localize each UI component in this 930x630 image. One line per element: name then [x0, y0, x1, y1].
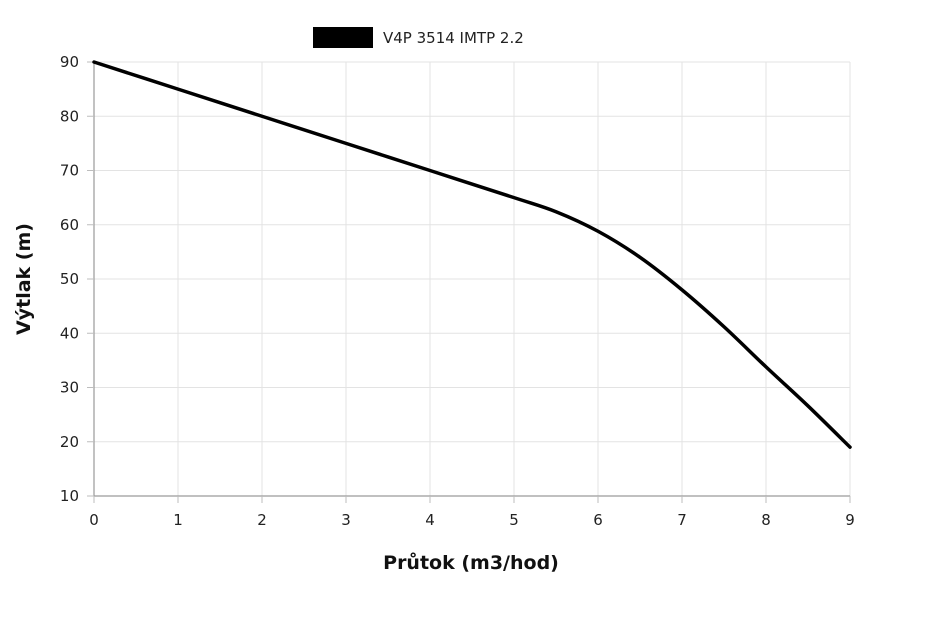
y-axis-title: Výtlak (m)	[13, 223, 35, 335]
y-tick-label: 60	[60, 216, 79, 234]
x-tick-label: 7	[677, 511, 687, 529]
y-tick-label: 70	[60, 162, 79, 180]
y-tick-label: 90	[60, 53, 79, 71]
x-tick-label: 0	[89, 511, 99, 529]
x-tick-label: 9	[845, 511, 855, 529]
legend-swatch[interactable]	[313, 27, 373, 48]
y-tick-label: 40	[60, 324, 79, 342]
x-tick-label: 3	[341, 511, 351, 529]
legend-label[interactable]: V4P 3514 IMTP 2.2	[383, 29, 524, 47]
series-line[interactable]	[92, 60, 852, 449]
x-tick-label: 8	[761, 511, 771, 529]
x-tick-label: 2	[257, 511, 267, 529]
y-axis-ticks: 10 20 30 40 50 60 70 80 90	[60, 53, 94, 505]
x-tick-label: 1	[173, 511, 183, 529]
y-tick-label: 30	[60, 379, 79, 397]
y-tick-label: 80	[60, 107, 79, 125]
x-axis-title: Průtok (m3/hod)	[383, 551, 559, 574]
x-tick-label: 6	[593, 511, 603, 529]
y-tick-label: 20	[60, 433, 79, 451]
y-tick-label: 10	[60, 487, 79, 505]
y-tick-label: 50	[60, 270, 79, 288]
x-tick-label: 5	[509, 511, 519, 529]
grid	[94, 61, 851, 496]
series-layer	[92, 60, 852, 449]
x-axis-ticks: 0 1 2 3 4 5 6 7 8 9	[89, 496, 855, 529]
x-tick-label: 4	[425, 511, 435, 529]
legend[interactable]: V4P 3514 IMTP 2.2	[313, 27, 524, 48]
